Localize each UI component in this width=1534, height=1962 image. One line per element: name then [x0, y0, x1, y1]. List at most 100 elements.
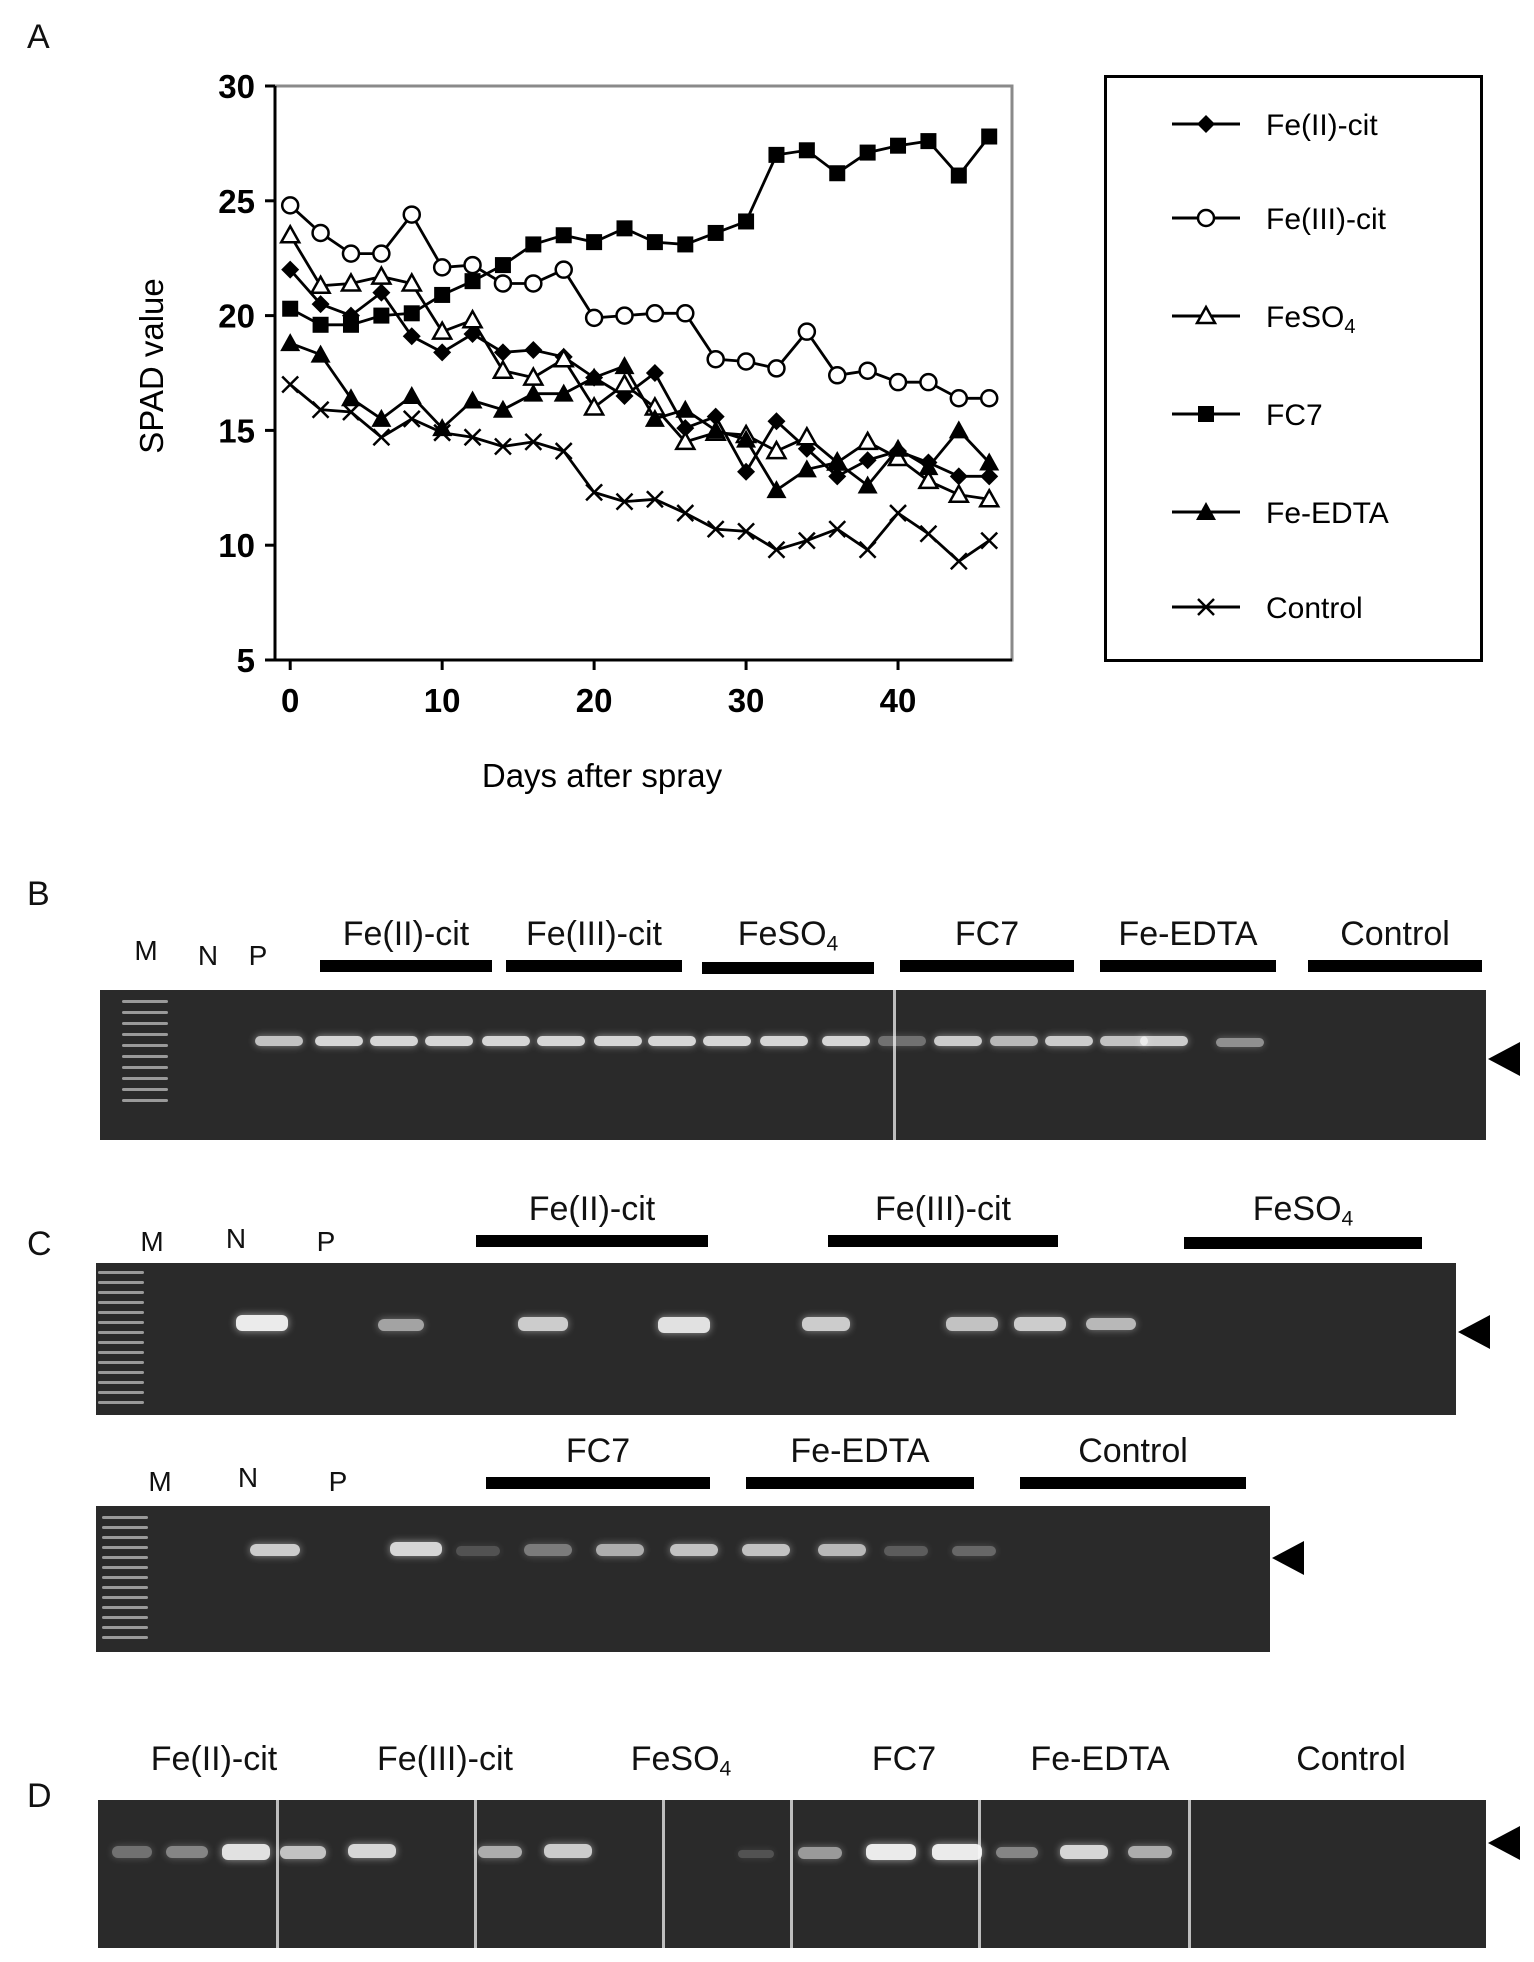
legend-item: Control: [1172, 592, 1363, 625]
lane-label-m: M: [134, 935, 158, 966]
ladder-band: [102, 1596, 148, 1599]
group-label: Control: [1078, 1432, 1188, 1470]
dna-band: [1128, 1846, 1172, 1858]
group-feso4: FeSO4: [1184, 1190, 1422, 1250]
x-stroke: [1197, 598, 1215, 616]
dna-band: [596, 1544, 644, 1556]
dna-band: [1100, 1036, 1148, 1046]
group-label-main: FeSO: [630, 1740, 720, 1778]
dna-band: [594, 1036, 642, 1046]
x-marker: [463, 428, 482, 447]
x-stroke: [433, 423, 452, 442]
gel-divider: [474, 1800, 477, 1948]
dna-band: [648, 1036, 696, 1046]
ladder-band: [102, 1586, 148, 1589]
triangle-marker: [462, 390, 483, 409]
triangle-marker: [675, 399, 696, 418]
x-marker: [676, 504, 695, 522]
x-marker: [828, 520, 847, 539]
legend: [1104, 75, 1483, 662]
group-label-main: FeSO: [1252, 1190, 1342, 1228]
group-bar: [746, 1477, 974, 1489]
x-stroke: [554, 442, 573, 460]
group-bar: [828, 1235, 1058, 1247]
y-tick-label: 5: [237, 642, 255, 679]
open-circle-marker: [858, 361, 877, 380]
open-triangle-marker: [400, 271, 423, 292]
x-marker: [585, 483, 603, 502]
open-triangle-marker: [309, 274, 332, 295]
dna-band: [934, 1036, 982, 1046]
gel-divider: [662, 1800, 665, 1948]
ladder-band: [98, 1351, 144, 1354]
ladder-band: [102, 1536, 148, 1539]
legend-label: Fe-EDTA: [1266, 497, 1389, 530]
x-stroke: [311, 400, 330, 419]
diamond-marker: [433, 343, 452, 362]
group-feso4: FeSO4: [606, 1740, 756, 1781]
series-fe-edta: [280, 333, 1000, 499]
dna-band: [1216, 1038, 1264, 1047]
open-triangle-marker: [370, 265, 393, 285]
group-fe2-cit: Fe(II)-cit: [476, 1190, 708, 1247]
open-circle-marker: [797, 322, 817, 341]
legend-label-subscript: 4: [1344, 316, 1355, 338]
diamond-marker: [372, 283, 391, 302]
x-stroke: [524, 432, 543, 451]
dna-band: [818, 1544, 866, 1556]
square-marker: [707, 224, 724, 241]
open-circle-marker: [341, 244, 361, 263]
triangle-marker: [340, 388, 361, 407]
panel-label-c: C: [27, 1225, 52, 1263]
x-marker: [615, 492, 634, 511]
open-triangle-marker: [582, 395, 606, 416]
ladder-band: [102, 1556, 148, 1559]
open-circle-marker: [949, 389, 969, 408]
triangle-marker: [918, 457, 939, 476]
ladder-band: [98, 1321, 144, 1324]
open-circle-marker: [706, 349, 725, 369]
ladder-band: [102, 1516, 148, 1519]
legend-item: Fe(II)-cit: [1172, 109, 1378, 142]
ladder-band: [102, 1566, 148, 1569]
square-marker: [403, 305, 420, 322]
dna-band: [348, 1844, 396, 1858]
x-stroke: [615, 492, 634, 511]
group-label: Fe(III)-cit: [377, 1740, 513, 1778]
dna-band: [255, 1036, 303, 1046]
ladder-band: [102, 1626, 148, 1629]
dna-band: [222, 1844, 270, 1860]
ladder-band: [98, 1291, 144, 1294]
dna-band: [280, 1846, 326, 1859]
ladder-band: [98, 1331, 144, 1334]
open-circle-marker: [767, 359, 786, 378]
legend-label: FC7: [1266, 399, 1323, 432]
dna-band: [390, 1542, 442, 1556]
y-tick-label: 10: [218, 527, 255, 564]
open-triangle-marker: [886, 446, 910, 467]
dna-band: [518, 1317, 568, 1331]
x-stroke: [585, 483, 603, 502]
triangle-marker: [310, 344, 331, 363]
dna-band: [990, 1036, 1038, 1046]
ladder-band: [98, 1391, 144, 1394]
x-stroke: [281, 375, 300, 394]
x-stroke: [767, 540, 786, 559]
group-label: FC7: [565, 1432, 631, 1470]
open-triangle-marker: [674, 430, 697, 451]
group-bar: [702, 962, 874, 975]
triangle-marker: [553, 383, 574, 402]
open-circle-marker: [311, 223, 330, 243]
dna-band: [878, 1036, 926, 1046]
square-marker: [555, 227, 572, 244]
legend-label: Fe(II)-cit: [1266, 109, 1378, 142]
group-label: Fe-EDTA: [790, 1432, 930, 1470]
dna-band: [478, 1846, 522, 1858]
x-marker: [311, 400, 330, 419]
group-label-subscript: 4: [719, 1757, 732, 1781]
ladder-band: [122, 1088, 168, 1091]
x-marker: [1197, 598, 1215, 616]
y-axis-label: SPAD value: [133, 278, 170, 453]
group-fc7: FC7: [900, 915, 1074, 972]
dna-band: [166, 1846, 208, 1858]
